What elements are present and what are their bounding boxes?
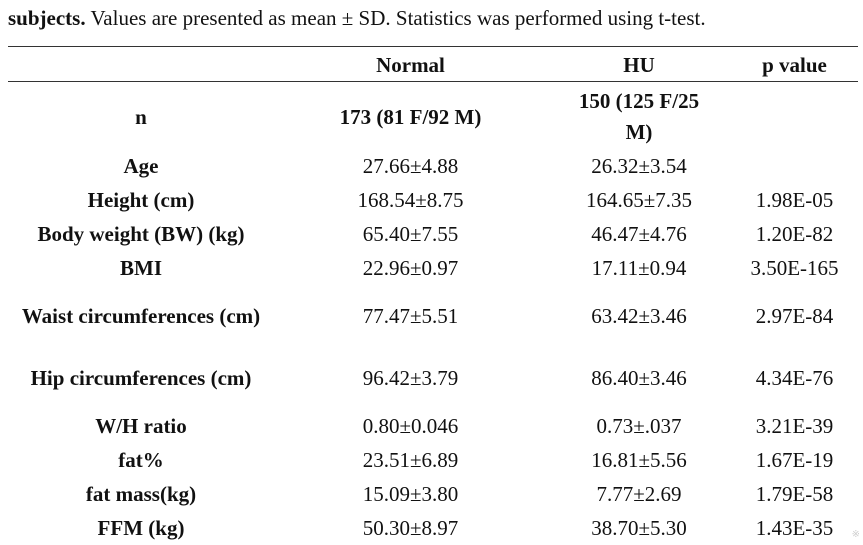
hu-value: 7.77±2.69 xyxy=(596,481,682,506)
p-value: 1.67E-19 xyxy=(755,447,834,472)
p-value: 3.50E-165 xyxy=(750,255,839,280)
table-row: W/H ratio 0.80±0.046 0.73±.037 3.21E-39 xyxy=(8,409,858,443)
normal-value: 173 (81 F/92 M) xyxy=(339,104,482,129)
table-row: fat mass(kg) 15.09±3.80 7.77±2.69 1.79E-… xyxy=(8,477,858,511)
p-value: 3.21E-39 xyxy=(755,413,834,438)
row-label: Waist circumferences (cm) xyxy=(21,303,261,328)
header-row: Normal HU p value xyxy=(8,50,858,81)
data-table: Normal HU p value n 173 (81 F/92 M) 150 … xyxy=(8,50,858,545)
hu-value-text: 150 (125 F/25 M) xyxy=(578,89,700,144)
table-row: BMI 22.96±0.97 17.11±0.94 3.50E-165 xyxy=(8,251,858,285)
table-row: fat% 23.51±6.89 16.81±5.56 1.67E-19 xyxy=(8,443,858,477)
hu-value: 16.81±5.56 xyxy=(591,447,687,472)
header-label xyxy=(8,50,274,81)
table-caption: subjects. Values are presented as mean ±… xyxy=(8,4,706,32)
hu-value: 150 (125 F/25 M) xyxy=(547,85,731,149)
hu-value: 46.47±4.76 xyxy=(591,221,687,246)
normal-value: 23.51±6.89 xyxy=(362,447,459,472)
row-label: Height (cm) xyxy=(87,187,195,212)
top-rule xyxy=(8,46,858,47)
hu-value: 38.70±5.30 xyxy=(591,515,687,540)
p-value: 4.34E-76 xyxy=(755,365,834,390)
normal-value: 65.40±7.55 xyxy=(362,221,459,246)
normal-value: 50.30±8.97 xyxy=(362,515,459,540)
p-value: 1.79E-58 xyxy=(755,481,834,506)
row-label: Age xyxy=(123,153,159,178)
p-value: 1.43E-35 xyxy=(755,515,834,540)
watermark-mark: ※ xyxy=(851,529,860,540)
p-value xyxy=(731,85,858,149)
hu-value: 63.42±3.46 xyxy=(591,303,687,328)
header-rule xyxy=(8,81,858,82)
normal-value: 168.54±8.75 xyxy=(357,187,464,212)
row-label: fat% xyxy=(118,447,164,472)
normal-value: 22.96±0.97 xyxy=(362,255,459,280)
p-value: 2.97E-84 xyxy=(755,303,834,328)
row-label: FFM (kg) xyxy=(97,515,185,540)
table-row: Body weight (BW) (kg) 65.40±7.55 46.47±4… xyxy=(8,217,858,251)
table-row: Hip circumferences (cm) 96.42±3.79 86.40… xyxy=(8,347,858,409)
row-label: Hip circumferences (cm) xyxy=(30,365,252,390)
hu-value: 164.65±7.35 xyxy=(585,187,693,212)
normal-value: 27.66±4.88 xyxy=(362,153,459,178)
row-label: BMI xyxy=(120,255,162,280)
normal-value: 15.09±3.80 xyxy=(362,481,459,506)
table-row: FFM (kg) 50.30±8.97 38.70±5.30 1.43E-35 xyxy=(8,511,858,545)
p-value: 1.98E-05 xyxy=(755,187,834,212)
hu-value: 0.73±.037 xyxy=(596,413,682,438)
row-label: W/H ratio xyxy=(95,413,187,438)
table-row: n 173 (81 F/92 M) 150 (125 F/25 M) xyxy=(8,85,858,149)
hu-value: 17.11±0.94 xyxy=(591,255,687,280)
hu-value: 86.40±3.46 xyxy=(591,365,687,390)
table-row: Waist circumferences (cm) 77.47±5.51 63.… xyxy=(8,285,858,347)
header-hu: HU xyxy=(623,53,655,77)
row-label: Body weight (BW) (kg) xyxy=(37,221,245,246)
hu-value: 26.32±3.54 xyxy=(591,153,687,178)
table-row: Height (cm) 168.54±8.75 164.65±7.35 1.98… xyxy=(8,183,858,217)
header-p-value: p value xyxy=(762,53,827,77)
p-value xyxy=(731,149,858,183)
row-label: n xyxy=(135,104,147,129)
caption-text: Values are presented as mean ± SD. Stati… xyxy=(85,6,706,30)
p-value: 1.20E-82 xyxy=(755,221,834,246)
normal-value: 77.47±5.51 xyxy=(362,303,459,328)
header-normal: Normal xyxy=(376,53,445,77)
row-label: fat mass(kg) xyxy=(85,481,197,506)
normal-value: 96.42±3.79 xyxy=(362,365,459,390)
table-row: Age 27.66±4.88 26.32±3.54 xyxy=(8,149,858,183)
caption-bold: subjects. xyxy=(8,6,86,30)
normal-value: 0.80±0.046 xyxy=(362,413,459,438)
